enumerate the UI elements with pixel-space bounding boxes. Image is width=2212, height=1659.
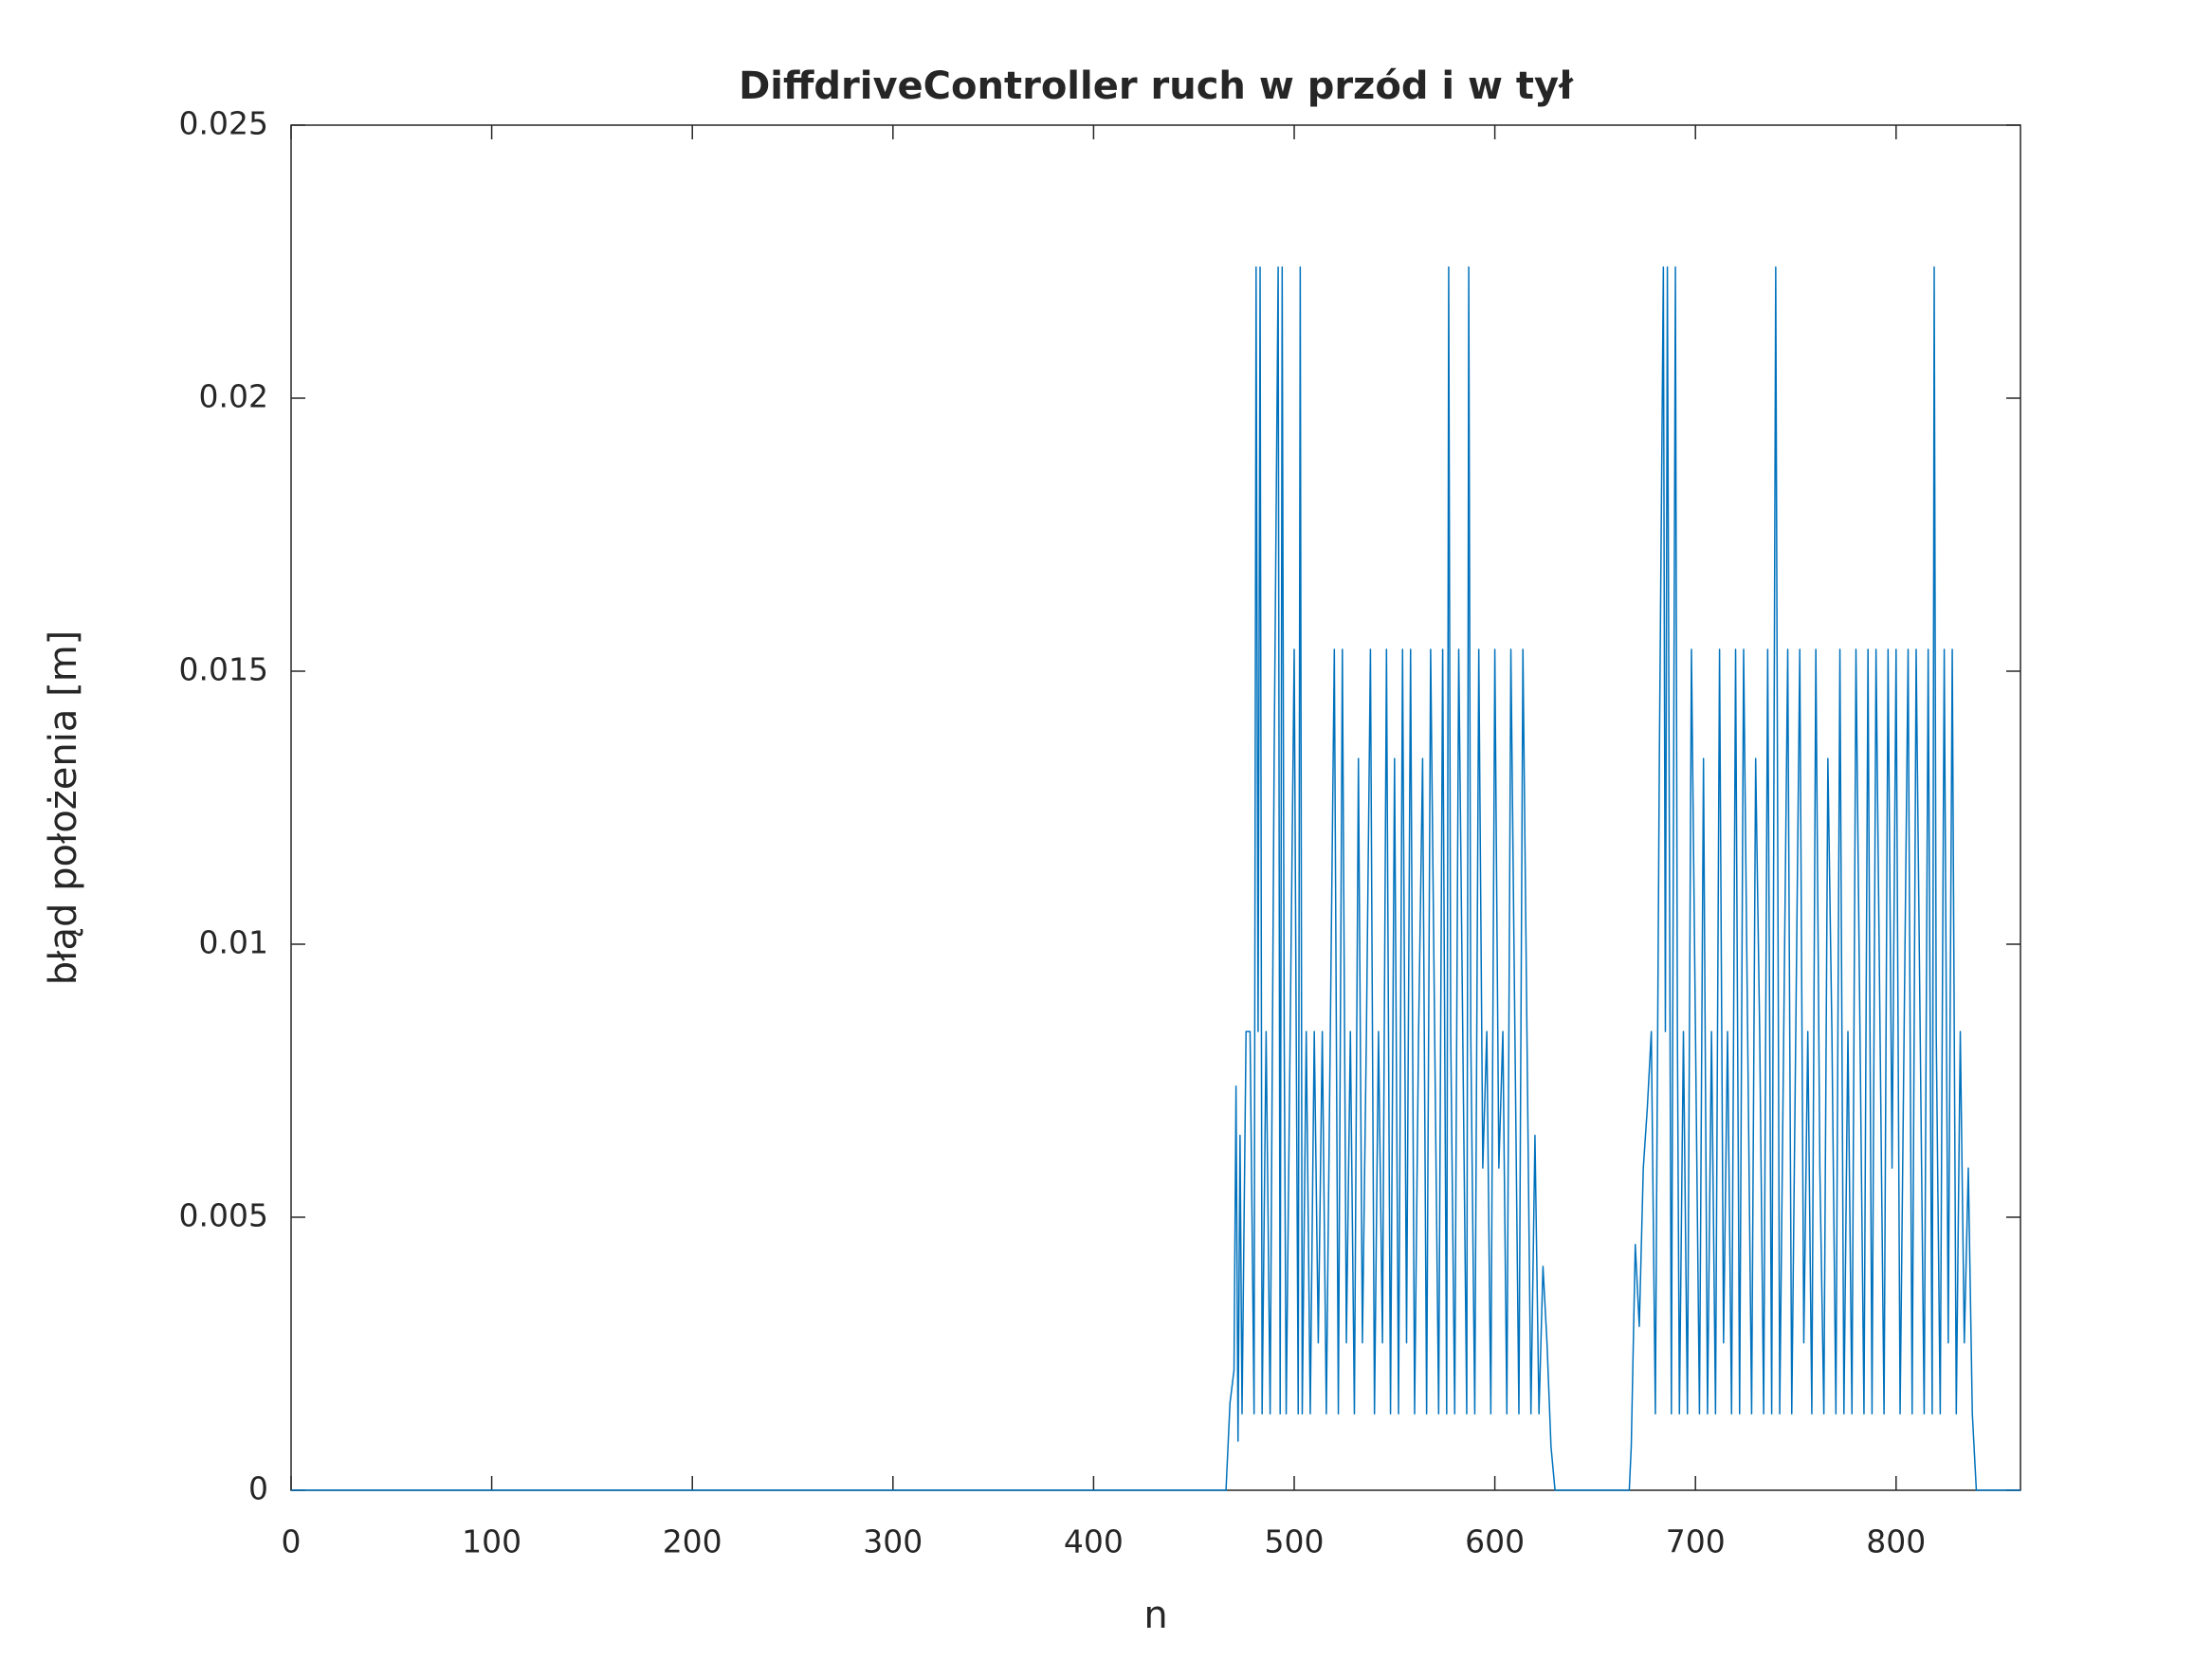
x-tick-label: 600 [1465,1523,1525,1560]
y-tick-label: 0.01 [199,924,268,961]
y-tick-label: 0.02 [199,378,268,415]
y-tick-label: 0.025 [179,105,268,142]
y-tick-label: 0 [248,1470,268,1507]
y-tick-label: 0.005 [179,1197,268,1234]
x-axis-label: n [1143,1594,1167,1637]
chart-title: DiffdriveController ruch w przód i w tył [739,64,1574,108]
data-line [291,266,2020,1491]
x-tick-label: 0 [282,1523,302,1560]
x-tick-label: 500 [1265,1523,1325,1560]
y-tick-label: 0.015 [179,651,268,688]
x-tick-label: 300 [863,1523,923,1560]
y-axis-label: błąd położenia [m] [42,630,85,986]
plot-frame [290,124,2021,1491]
x-tick-label: 400 [1064,1523,1124,1560]
x-tick-label: 200 [663,1523,722,1560]
x-tick-label: 800 [1866,1523,1926,1560]
x-tick-label: 700 [1666,1523,1726,1560]
x-tick-label: 100 [462,1523,521,1560]
